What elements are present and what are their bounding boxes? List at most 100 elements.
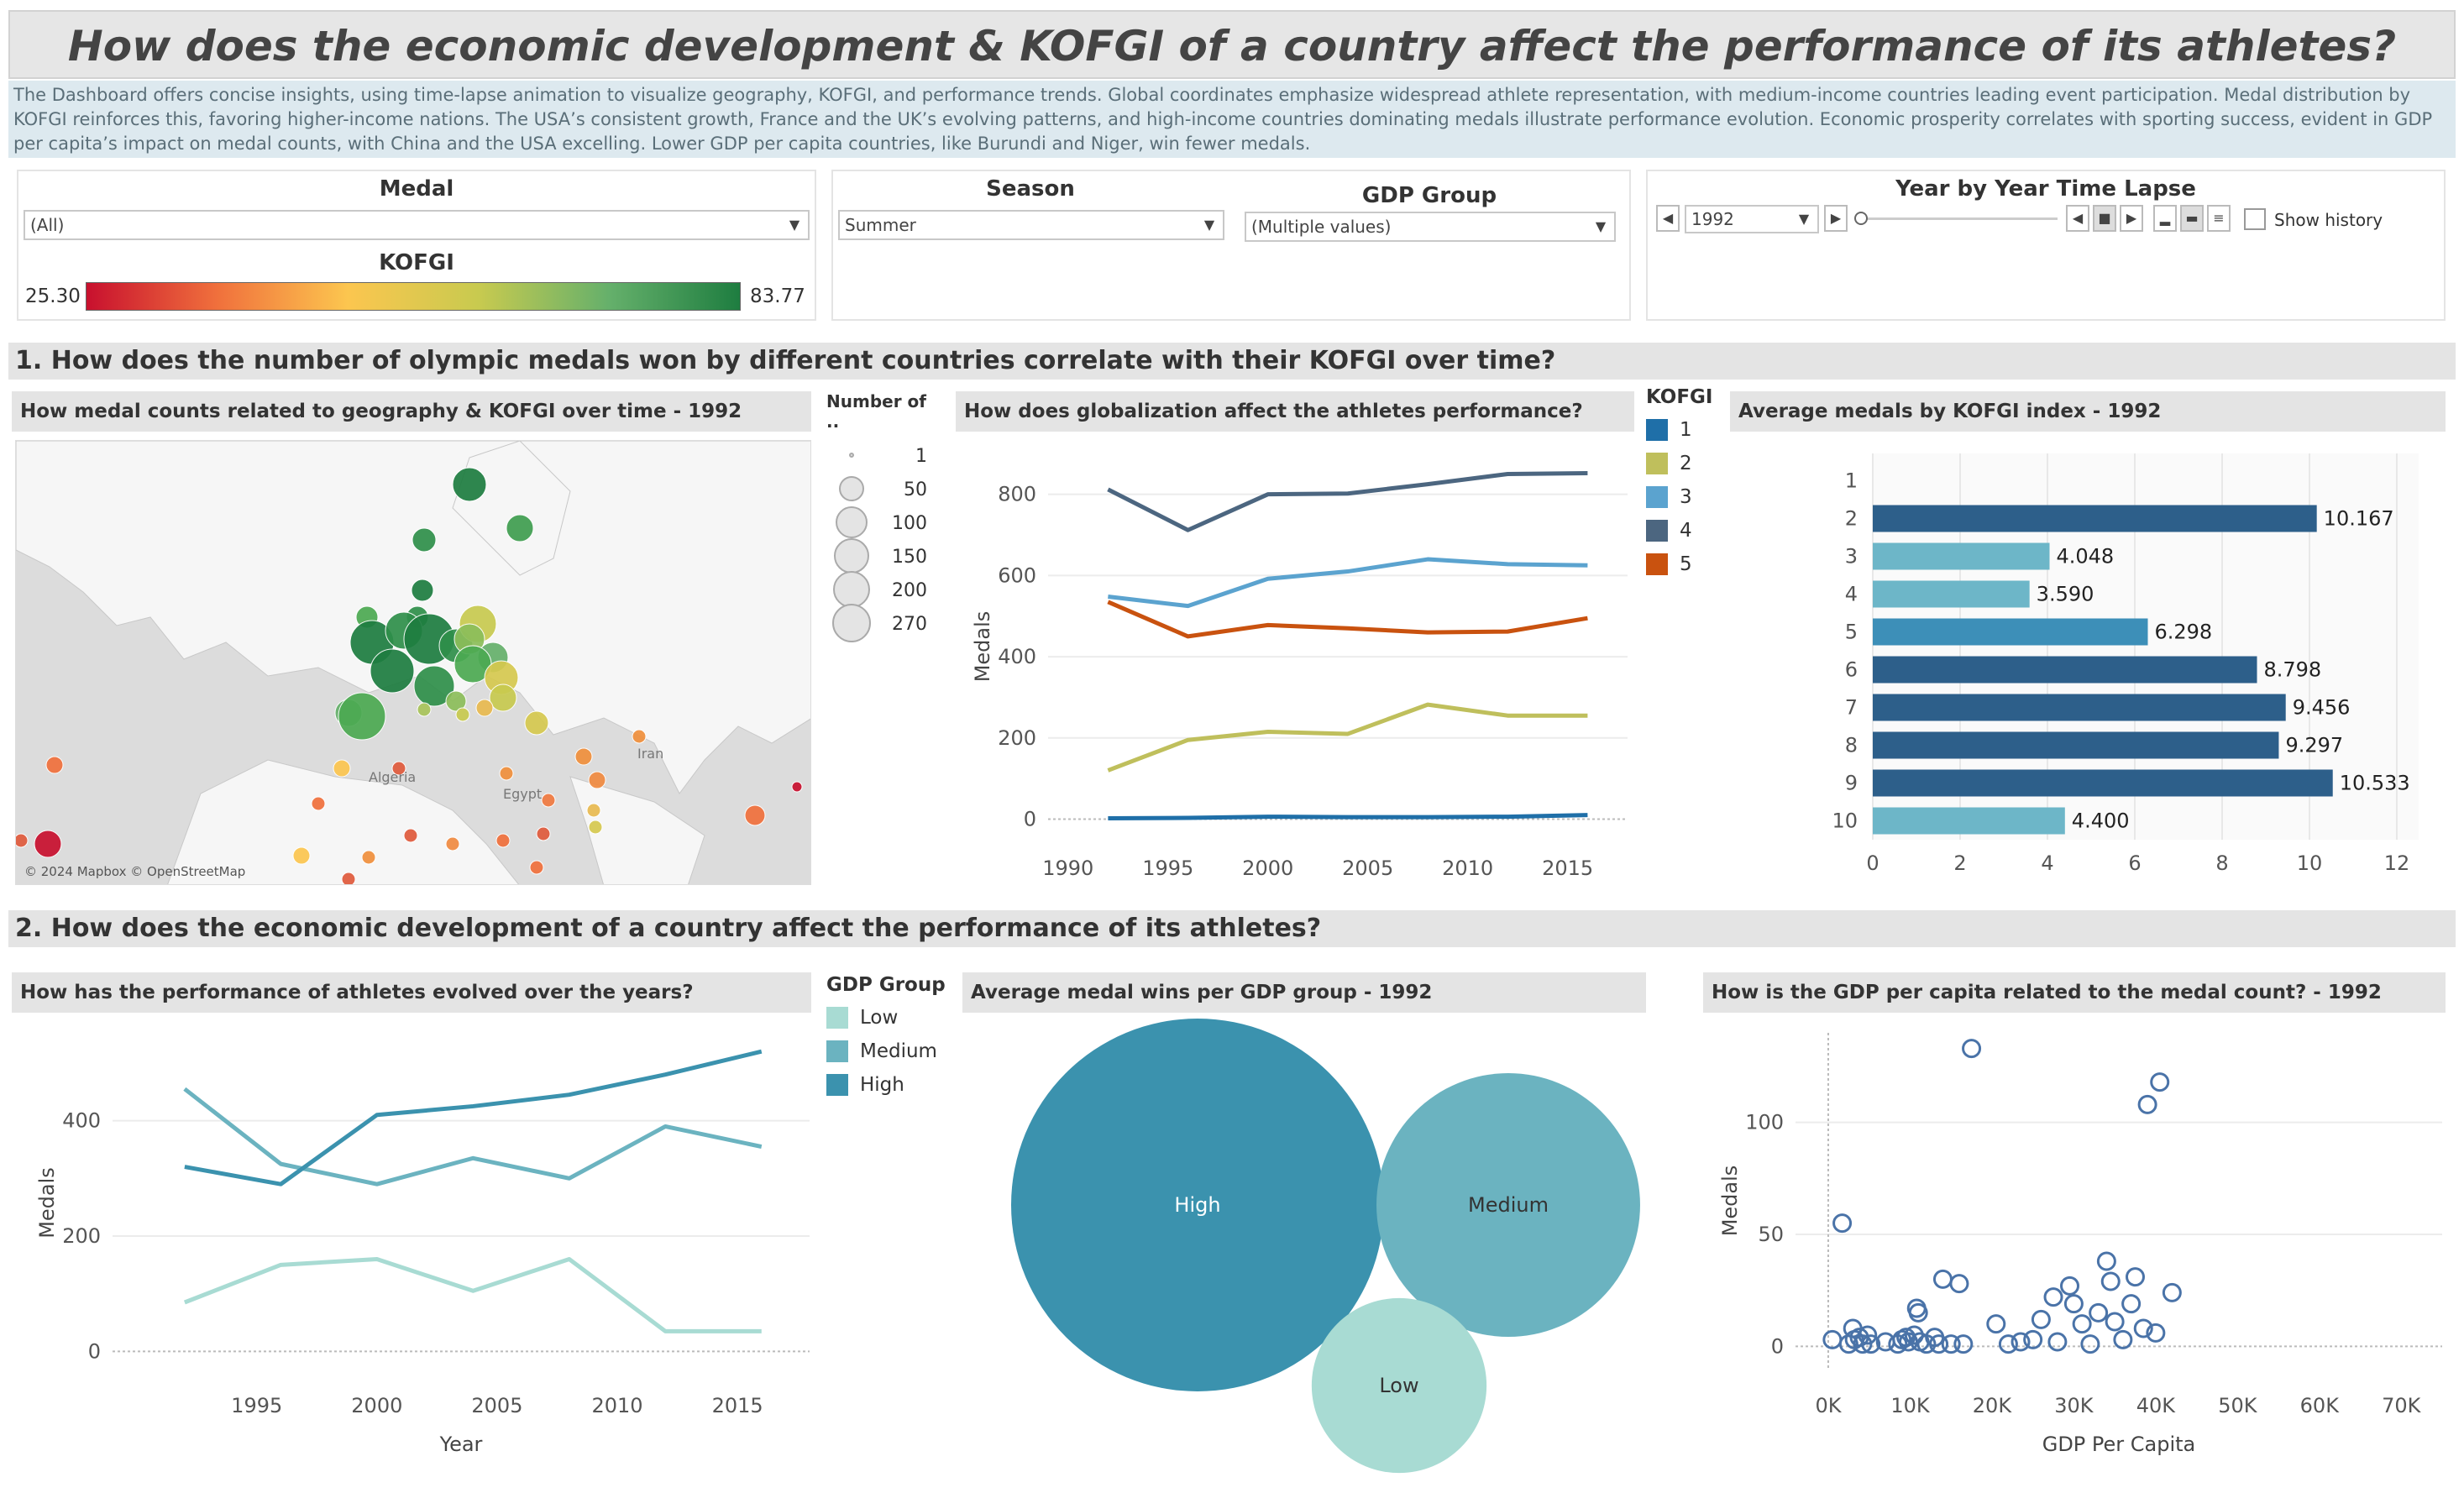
x-tick-label: 10K xyxy=(1890,1394,1931,1417)
x-tick-label: 2005 xyxy=(471,1394,522,1417)
bar-data-label: 4.400 xyxy=(2072,809,2130,833)
kofgi-filter-label: KOFGI xyxy=(379,250,454,275)
map-country-dot xyxy=(506,514,534,542)
gdp-group-dropdown[interactable]: (Multiple values) ▼ xyxy=(1245,212,1616,242)
scatter-point xyxy=(1858,1325,1878,1345)
scatter-point xyxy=(2011,1332,2031,1352)
show-history-label: Show history xyxy=(2274,210,2383,230)
size-legend-circle xyxy=(839,476,864,501)
scatter-point xyxy=(2023,1329,2043,1349)
size-legend: Number of .. 1 50 100 150 200 270 xyxy=(826,391,936,643)
map-country-dot xyxy=(333,759,351,778)
year-slider-handle[interactable] xyxy=(1854,212,1868,225)
map-country-dot xyxy=(411,579,434,602)
map-land-arabia xyxy=(569,776,705,884)
scatter-point xyxy=(2080,1334,2100,1354)
kofgi-legend-item[interactable]: 1 xyxy=(1646,413,1730,447)
y-tick-label: 6 xyxy=(1845,658,1858,682)
year-dropdown[interactable]: 1992 ▼ xyxy=(1685,205,1819,233)
scatter-point xyxy=(2047,1332,2068,1352)
y-tick-label: 3 xyxy=(1845,545,1858,568)
map-country-dot xyxy=(417,702,432,717)
kofgi-legend-swatch xyxy=(1646,553,1668,575)
play-forward-icon[interactable]: ▶ xyxy=(2120,205,2143,232)
size-legend-label: 1 xyxy=(915,446,927,467)
geo-map[interactable]: Iran Egypt Algeria © 2024 Mapbox © OpenS… xyxy=(15,440,811,885)
map-country-dot xyxy=(588,771,606,789)
play-backward-icon[interactable]: ◀ xyxy=(2066,205,2089,232)
stop-icon[interactable]: ■ xyxy=(2093,205,2116,232)
chevron-right-icon[interactable]: ▶ xyxy=(1824,205,1848,232)
speed-medium-icon[interactable]: ▬ xyxy=(2180,205,2204,232)
kofgi-legend-swatch xyxy=(1646,520,1668,542)
gdp-legend-swatch xyxy=(826,1040,848,1062)
y-tick-label: 4 xyxy=(1845,583,1858,606)
speed-fast-icon[interactable]: ≡ xyxy=(2207,205,2231,232)
speed-slow-icon[interactable]: ▂ xyxy=(2153,205,2177,232)
scatter-point xyxy=(2121,1294,2142,1314)
globalization-title: How does globalization affect the athlet… xyxy=(956,391,1634,432)
map-country-dot xyxy=(499,766,514,781)
map-country-dot xyxy=(536,826,551,841)
x-axis-label: Year xyxy=(439,1433,483,1456)
size-legend-label: 50 xyxy=(904,479,927,500)
dashboard-title: How does the economic development & KOFG… xyxy=(8,10,2456,79)
scatter-point xyxy=(1998,1334,2018,1354)
gdp-legend-label: Low xyxy=(860,1007,899,1029)
kofgi-legend-label: 4 xyxy=(1680,520,1692,542)
y-tick-label: 5 xyxy=(1845,621,1858,644)
y-tick-label: 200 xyxy=(998,726,1036,750)
show-history-checkbox[interactable] xyxy=(2244,208,2266,230)
performance-chart: 0 200 400 1995 2000 2005 2010 2015 Medals Year xyxy=(35,1049,810,1456)
kofgi-legend-item[interactable]: 3 xyxy=(1646,480,1730,514)
scatter-point xyxy=(2133,1318,2153,1338)
scatter-point xyxy=(1941,1334,1961,1354)
gdp-legend-item[interactable]: Low xyxy=(826,1001,952,1035)
kofgi-legend-item[interactable]: 5 xyxy=(1646,547,1730,581)
map-attribution: © 2024 Mapbox © OpenStreetMap xyxy=(24,864,245,879)
timelapse-label: Year by Year Time Lapse xyxy=(1895,176,2196,202)
map-country-dot xyxy=(412,527,437,553)
bar xyxy=(1873,542,2050,570)
bar xyxy=(1873,731,2279,759)
map-label-algeria: Algeria xyxy=(369,769,416,785)
season-dropdown[interactable]: Summer ▼ xyxy=(838,210,1224,240)
dashboard-description: The Dashboard offers concise insights, u… xyxy=(8,81,2456,158)
year-slider-track[interactable] xyxy=(1858,217,2058,220)
size-legend-circle xyxy=(833,571,870,608)
x-tick-label: 2000 xyxy=(351,1394,402,1417)
map-country-dot xyxy=(586,803,601,818)
kofgi-min-value: 25.30 xyxy=(25,286,81,307)
kofgi-range-slider[interactable] xyxy=(86,282,741,311)
x-tick-label: 2010 xyxy=(1442,857,1493,880)
kofgi-legend-item[interactable]: 2 xyxy=(1646,447,1730,480)
medal-dropdown[interactable]: (All) ▼ xyxy=(24,210,810,240)
chevron-left-icon[interactable]: ◀ xyxy=(1656,205,1680,232)
x-tick-label: 12 xyxy=(2384,851,2410,875)
bubble-label: Low xyxy=(1379,1374,1418,1397)
x-tick-label: 60K xyxy=(2300,1394,2341,1417)
map-country-dot xyxy=(391,761,406,776)
gdp-legend-item[interactable]: High xyxy=(826,1068,952,1102)
y-tick-label: 7 xyxy=(1845,696,1858,720)
scatter-point xyxy=(2113,1329,2133,1349)
x-tick-label: 1990 xyxy=(1042,857,1093,880)
y-tick-label: 100 xyxy=(1745,1111,1784,1134)
y-axis-label: Medals xyxy=(971,611,994,683)
kofgi-legend-swatch xyxy=(1646,486,1668,508)
map-country-dot xyxy=(445,690,467,712)
y-tick-label: 1 xyxy=(1845,469,1858,493)
gdp-bubble-chart: High Medium Low xyxy=(1011,1019,1640,1474)
x-tick-label: 2 xyxy=(1953,851,1966,875)
x-tick-label: 50K xyxy=(2218,1394,2258,1417)
gdp-legend-label: High xyxy=(860,1074,904,1096)
kofgi-legend-item[interactable]: 4 xyxy=(1646,514,1730,547)
gdp-legend-item[interactable]: Medium xyxy=(826,1035,952,1068)
section1-heading: 1. How does the number of olympic medals… xyxy=(8,343,2456,380)
scatter-point xyxy=(1986,1314,2006,1334)
bubble-label: Medium xyxy=(1468,1193,1549,1217)
chevron-down-icon: ▼ xyxy=(1595,218,1607,234)
bar-data-label: 9.456 xyxy=(2293,696,2351,720)
scatter-point xyxy=(1953,1334,1974,1354)
series-line-5 xyxy=(1107,600,1588,639)
